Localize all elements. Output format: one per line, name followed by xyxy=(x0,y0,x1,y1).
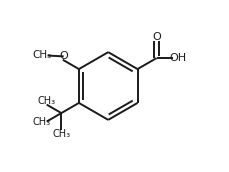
Text: O: O xyxy=(152,32,160,42)
Text: CH₃: CH₃ xyxy=(37,96,55,106)
Text: O: O xyxy=(59,51,68,61)
Text: CH₃: CH₃ xyxy=(52,129,70,139)
Text: CH₃: CH₃ xyxy=(32,117,50,127)
Text: OH: OH xyxy=(169,53,186,63)
Text: CH₃: CH₃ xyxy=(32,50,52,60)
